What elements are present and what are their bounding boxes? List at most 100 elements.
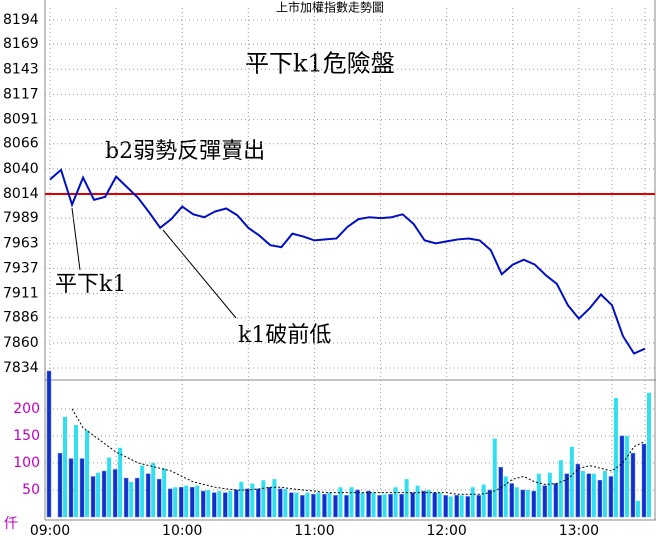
volume-bar [564,473,570,518]
volume-bar [503,476,508,517]
volume-bar [173,487,178,517]
annotation: b2弱勢反彈賣出 [105,139,265,164]
volume-bar [377,495,382,518]
volume-bar [206,489,211,517]
volume-bar [569,446,574,517]
volume-bar [223,492,228,518]
volume-bar [90,476,96,518]
volume-bar [201,490,206,518]
volume-bar [498,467,504,518]
volume-bar [107,457,112,517]
x-tick-label: 11:00 [294,523,334,539]
y-tick-label: 7834 [3,360,39,376]
volume-bar [101,470,107,518]
y-tick-label: 8091 [3,112,39,128]
volume-bar [256,488,261,518]
volume-bar [426,489,431,517]
volume-bar [454,495,459,518]
y-tick-label: 8143 [3,61,39,77]
volume-bar [613,398,618,517]
volume-bar [465,496,470,518]
volume-bar [228,491,233,517]
y-tick-label: 7937 [3,260,39,276]
volume-bar [470,487,475,517]
volume-bar [586,473,592,518]
volume-bar [123,477,129,518]
y-tick-label: 50 [22,482,40,498]
volume-bar [300,495,305,518]
volume-bar [591,473,596,517]
volume-bar [167,488,173,518]
volume-bar [580,471,585,517]
volume-bar [399,494,404,518]
volume-bar [404,479,409,517]
volume-bar [118,447,123,517]
volume-bar [140,465,145,517]
y-tick-label: 7963 [3,235,39,251]
volume-bar [388,494,393,518]
volume-bar [338,487,343,517]
volume-bar [608,476,614,518]
volume-bar [448,496,453,517]
volume-bar [272,479,277,517]
volume-bar [641,443,647,518]
volume-bar [635,500,640,517]
volume-bar [393,487,398,517]
volume-bar [96,472,101,517]
volume-bar [481,484,486,517]
volume-bar [278,488,283,518]
y-tick-label: 8117 [3,86,39,102]
volume-bar [360,492,365,517]
volume-bar [487,489,492,518]
y-tick-label: 7860 [3,335,39,351]
volume-bar [366,490,371,518]
volume-bar [156,478,162,518]
volume-bar [234,489,239,518]
volume-bar [542,485,548,518]
volume-bar [514,487,519,517]
volume-bar [520,489,526,518]
volume-bar [178,487,184,518]
volume-bar [619,435,625,518]
volume-bar [145,473,151,518]
y-tick-label: 150 [13,428,40,444]
volume-bar [162,468,167,517]
volume-bar [371,492,376,517]
volume-bar [79,458,85,518]
y-tick-label: 200 [13,401,40,417]
volume-bar [349,487,354,517]
volume-bar [57,452,63,518]
y-tick-label: 8194 [3,12,39,28]
volume-bar [492,438,497,517]
volume-bar [189,487,195,518]
volume-bar [305,492,310,517]
volume-bar [294,492,299,517]
volume-bar [333,495,338,518]
price-line [49,168,646,355]
volume-bar [432,492,437,518]
volume-bar [68,458,74,518]
volume-bar [327,492,332,517]
volume-bar [415,485,420,517]
annotation: 平下k1危險盤 [245,50,395,78]
volume-bar [344,495,349,518]
volume-bar [410,492,415,518]
annotation: 平下k1 [55,272,126,297]
volume-bar [250,483,255,517]
y-tick-label: 7911 [3,286,39,302]
y-tick-label: 8066 [3,136,39,152]
volume-bar [443,495,448,518]
annotation-pointer [162,229,237,319]
volume-bar [267,487,272,518]
volume-bar [151,462,156,517]
volume-bar [536,473,541,517]
volume-bar [531,490,537,518]
volume-bar [597,479,603,518]
volume-average-line [71,408,646,495]
volume-bar [239,481,244,517]
volume-bar [322,494,327,518]
volume-bar [63,416,68,517]
x-tick-label: 13:00 [559,523,599,539]
